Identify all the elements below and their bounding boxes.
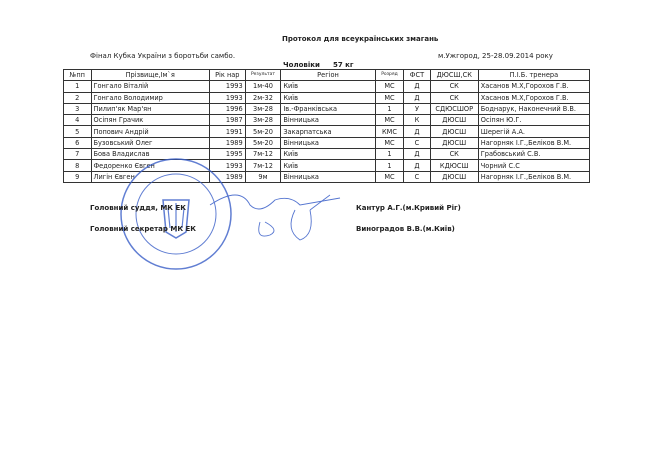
table-row: 4 Осіпян Грачик 1987 3м-28 Вінницька МС К ДЮСШ О… bbox=[63, 114, 591, 127]
weight: 57 кг bbox=[333, 61, 354, 69]
category: Чоловіки bbox=[283, 61, 320, 69]
table-cell: 9м bbox=[244, 170, 282, 183]
signature-icon bbox=[209, 194, 341, 241]
event-name: Фінал Кубка України з боротьби самбо. bbox=[90, 52, 236, 60]
table-row: 7 Бова Владислав 1995 7м-12 Київ 1 Д СК Грабовсь… bbox=[63, 148, 591, 161]
table-row: 1 Гонгало Віталій 1993 1м-40 Київ МС Д СК Хасано… bbox=[63, 80, 591, 93]
table-row: 2 Гонгало Володимир 1993 2м-32 Київ МС Д СК Хаса… bbox=[63, 91, 591, 104]
table-row: 5 Попович Андрій 1991 5м-20 Закарпатська КМС Д… bbox=[63, 125, 591, 138]
chief-secretary-label: Головний секретар МК ЕК bbox=[90, 225, 196, 233]
table-cell: 1989 bbox=[208, 170, 246, 183]
table-cell: С bbox=[403, 170, 431, 183]
chief-judge-label: Головний суддя, МК ЕК bbox=[90, 204, 186, 212]
table-row: 9 Лигін Євген 1989 9м Вінницька МС С ДЮСШ Нагорн… bbox=[63, 170, 591, 183]
chief-judge-name: Кантур А.Г.(м.Кривий Ріг) bbox=[356, 204, 461, 212]
results-table: №пп Прізвище,Ім`я Рік нар Результат Регіон Ро… bbox=[63, 68, 591, 183]
table-cell: Нагорняк І.Г.,Беліков В.М. bbox=[477, 170, 591, 183]
place-date: м.Ужгород, 25-28.09.2014 року bbox=[438, 52, 553, 60]
chief-secretary-name: Виноградов В.В.(м.Київ) bbox=[356, 225, 455, 233]
page-title: Протокол для всеукраїнських змагань bbox=[282, 35, 439, 43]
stamp-icon bbox=[120, 158, 232, 270]
table-cell: Вінницька bbox=[280, 170, 376, 183]
